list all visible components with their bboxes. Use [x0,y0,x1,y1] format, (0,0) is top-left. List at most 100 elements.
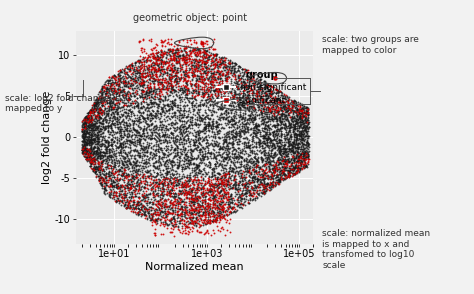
Point [89,166,96,171]
Point [126,150,133,155]
Point [101,154,109,159]
Point [132,74,140,78]
Point [287,148,295,153]
Point [133,82,140,87]
Point [209,184,216,188]
Point [229,123,237,128]
Point [257,77,264,82]
Point [98,144,105,149]
Point [119,100,127,104]
Point [171,139,178,144]
Point [114,140,121,145]
Point [275,144,283,148]
Point [240,128,248,133]
Point [291,126,298,130]
Point [298,141,306,146]
Point [166,219,174,223]
Point [175,157,183,162]
Point [154,109,161,114]
Point [203,49,210,54]
Point [204,93,212,98]
Point [140,150,148,155]
Point [168,119,176,124]
Point [100,150,108,155]
Point [91,165,99,169]
Point [116,82,123,87]
Point [197,74,205,79]
Point [197,183,205,188]
Point [197,48,204,53]
Point [252,171,259,176]
Point [182,129,190,134]
Point [94,174,101,178]
Point [268,118,276,123]
Point [268,142,275,147]
Point [251,171,258,176]
Point [204,57,211,61]
Point [222,178,229,183]
Point [231,64,238,69]
Point [245,167,253,172]
Point [155,148,162,153]
Point [258,144,265,149]
Point [230,177,237,182]
Point [166,93,173,97]
Point [179,211,186,216]
Point [183,52,191,57]
Point [171,56,179,60]
Point [81,128,88,133]
Point [118,87,126,92]
Point [266,86,274,91]
Point [84,121,91,125]
Point [192,205,200,210]
Point [222,108,230,112]
Point [207,183,214,188]
Point [166,67,173,72]
Point [246,197,254,202]
Point [199,136,207,141]
Point [297,111,304,116]
Point [139,115,146,119]
Point [135,167,143,172]
Point [258,183,266,187]
Point [281,100,288,105]
Point [136,139,143,144]
Point [126,116,133,120]
Point [301,116,309,121]
Point [121,159,128,164]
Point [253,130,260,135]
Point [251,198,258,203]
Point [114,198,122,203]
Point [155,61,163,65]
Point [182,68,190,72]
Point [247,132,255,136]
Point [226,83,233,88]
Point [78,129,86,133]
Point [266,166,273,171]
Point [229,94,237,98]
Point [283,149,291,153]
Point [101,100,109,105]
Point [136,195,143,200]
Point [227,118,234,123]
Point [88,132,96,137]
Point [298,137,305,142]
Point [174,51,182,56]
Point [270,109,278,114]
Point [289,121,296,126]
Point [124,203,132,207]
Point [109,128,116,132]
Point [177,185,185,189]
Point [282,130,290,134]
Point [149,174,157,179]
Point [240,184,248,189]
Point [295,126,302,131]
Point [137,105,144,110]
Point [305,118,312,123]
Point [246,153,253,158]
Point [198,71,205,76]
Point [283,164,291,169]
Point [195,130,202,135]
Point [166,156,173,161]
Point [291,157,298,162]
